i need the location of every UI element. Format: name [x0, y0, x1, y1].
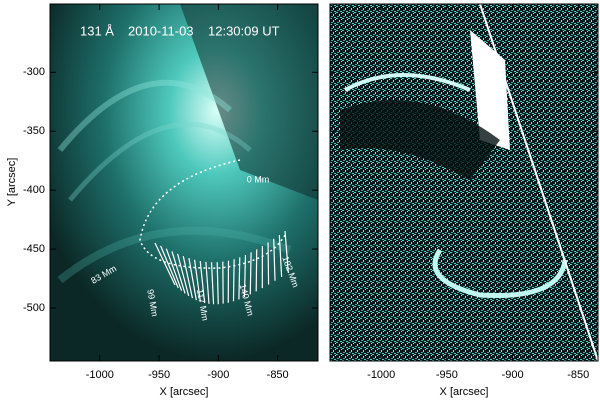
- slit: [182, 256, 194, 299]
- x-axis-label: X [arcsec]: [440, 386, 489, 398]
- right-frame: [329, 3, 599, 362]
- x-tick-label: -850: [567, 369, 589, 381]
- y-tick-label: -450: [23, 243, 45, 255]
- x-tick-label: -850: [267, 369, 289, 381]
- slit: [249, 252, 252, 295]
- left-frame: [49, 3, 319, 362]
- slit: [154, 242, 176, 286]
- y-axis-label: Y [arcsec]: [6, 158, 18, 207]
- x-tick-label: -950: [148, 369, 170, 381]
- right-image: [330, 4, 598, 361]
- slit: [255, 249, 258, 292]
- slit: [171, 251, 186, 294]
- slit: [232, 259, 235, 302]
- slit: [267, 242, 270, 285]
- slit: [210, 262, 215, 305]
- y-tick-label: -350: [23, 125, 45, 137]
- x-tick-label: -1000: [86, 369, 114, 381]
- slit: [278, 234, 283, 277]
- x-axis-label: X [arcsec]: [160, 386, 209, 398]
- slit-label: 0 Mm: [247, 174, 270, 184]
- slit-label: 99 Mm: [145, 288, 160, 317]
- y-tick-label: -500: [23, 302, 45, 314]
- panel-title: 131 Å: [80, 23, 114, 38]
- y-tick-label: -400: [23, 184, 45, 196]
- slit: [205, 261, 210, 304]
- overlay: [139, 159, 286, 269]
- panel-time: 12:30:09 UT: [208, 23, 280, 38]
- left-image: [50, 4, 318, 361]
- slit: [273, 238, 276, 281]
- slit: [177, 253, 190, 297]
- slit: [216, 262, 219, 305]
- y-tick-label: -300: [23, 66, 45, 78]
- slit: [199, 260, 206, 304]
- slit: [238, 257, 241, 300]
- panel-date: 2010-11-03: [128, 23, 194, 38]
- slit: [160, 245, 179, 289]
- x-tick-label: -950: [436, 369, 458, 381]
- slit: [188, 258, 197, 301]
- slit: [193, 259, 201, 302]
- slit: [284, 230, 289, 274]
- slit: [243, 255, 247, 298]
- x-tick-label: -900: [207, 369, 229, 381]
- x-tick-label: -1000: [367, 369, 395, 381]
- x-tick-label: -900: [502, 369, 524, 381]
- slit: [165, 248, 183, 291]
